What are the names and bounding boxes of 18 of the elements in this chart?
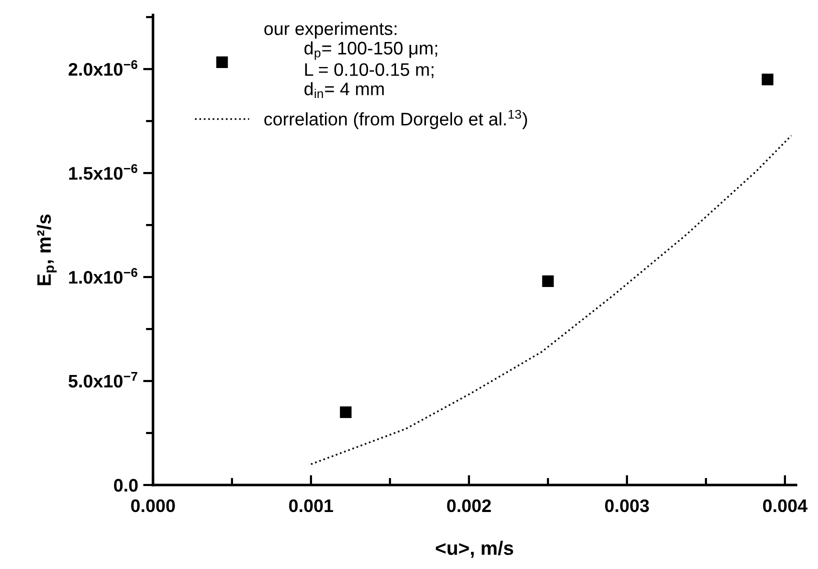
point (542, 275, 554, 288)
x-axis-title: <u>, m/s (436, 540, 514, 558)
x-tick-label: 0.004 (763, 499, 808, 512)
y-tick-label: 1.5x10$^{−6}$ (69, 164, 138, 180)
y-tick-label: 0.0 (114, 478, 138, 492)
y-tick-label: 1.0x10$^{−6}$ (69, 268, 138, 284)
point (762, 74, 774, 86)
line-series (310, 134, 792, 466)
y-tick-label: 5.0x10$^{−7}$ (68, 372, 138, 388)
point (340, 406, 352, 418)
x-tick-label: 0.002 (447, 499, 491, 512)
x-tick-label: 0.003 (605, 499, 649, 512)
x-tick-label: 0.000 (131, 499, 175, 512)
y-tick-label: 2.0x10$^{−6}$ (68, 60, 138, 76)
x-tick-label: 0.001 (289, 499, 334, 512)
legend-label: our experiments: d$_{p}$= 100-150 μm; L = 0.10-0.15 m; d$_{in}$= 4 mm (264, 22, 438, 98)
legend-label: correlation (from Dorgelo et al.$^{13}$) (264, 110, 528, 130)
y-axis-title: E$_{p}$, m²/s (36, 214, 57, 286)
